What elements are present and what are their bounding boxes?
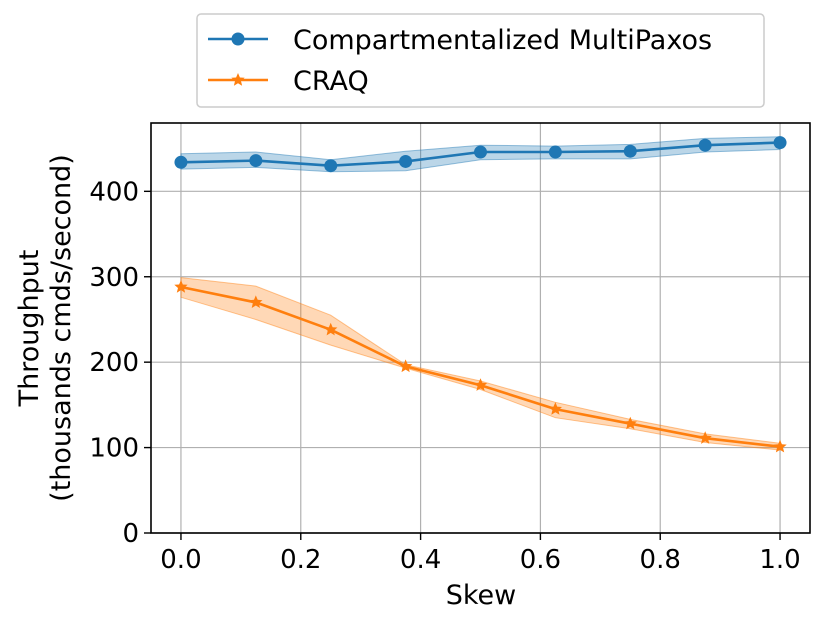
y-axis-label-line2: (thousands cmds/second) [46, 154, 77, 502]
data-point-craq [698, 431, 712, 444]
confidence-band-craq [180, 277, 781, 451]
y-tick-label: 100 [89, 434, 139, 464]
data-point-craq [473, 378, 488, 391]
data-point-craq [399, 359, 413, 373]
legend-label-craq: CRAQ [293, 66, 369, 97]
data-point-compartmentalized-multipaxos [773, 136, 787, 150]
x-tick-label: 0.0 [160, 545, 201, 575]
data-point-craq [773, 439, 787, 453]
plot-frame [150, 122, 811, 534]
data-point-compartmentalized-multipaxos [698, 138, 712, 152]
x-tick-label: 0.8 [640, 545, 681, 575]
legend-marker-circle-icon [231, 32, 245, 46]
data-point-compartmentalized-multipaxos [548, 145, 562, 159]
axis-ticks: 0.0 0.2 0.4 0.6 0.8 1.0 0 100 200 300 400 [89, 177, 800, 575]
legend-box [196, 13, 765, 108]
y-tick-label: 200 [89, 348, 139, 378]
y-tick-label: 300 [89, 263, 139, 293]
confidence-bands [180, 136, 781, 451]
data-point-craq [324, 322, 338, 336]
data-point-compartmentalized-multipaxos [324, 159, 338, 173]
x-tick-label: 0.6 [520, 545, 561, 575]
y-tick-label: 0 [122, 519, 139, 549]
x-axis-label: Skew [446, 580, 517, 611]
y-axis-label-line1: Throughput [14, 250, 45, 408]
x-tick-label: 1.0 [759, 545, 800, 575]
series-markers [174, 136, 787, 453]
data-point-compartmentalized-multipaxos [249, 154, 263, 168]
data-point-craq [623, 416, 637, 430]
y-tick-label: 400 [89, 177, 139, 207]
data-point-craq [249, 295, 263, 308]
legend-marker-star-icon [231, 73, 245, 86]
data-point-compartmentalized-multipaxos [174, 155, 188, 169]
data-point-craq [174, 280, 188, 293]
data-point-compartmentalized-multipaxos [623, 144, 637, 158]
legend-label-compartmentalized-multipaxos: Compartmentalized MultiPaxos [293, 25, 712, 56]
gridlines [151, 123, 810, 534]
x-tick-label: 0.2 [280, 545, 321, 575]
x-tick-label: 0.4 [400, 545, 441, 575]
data-point-craq [548, 402, 562, 415]
data-point-compartmentalized-multipaxos [399, 154, 413, 168]
data-point-compartmentalized-multipaxos [474, 145, 487, 159]
legend: Compartmentalized MultiPaxos CRAQ [196, 13, 765, 108]
